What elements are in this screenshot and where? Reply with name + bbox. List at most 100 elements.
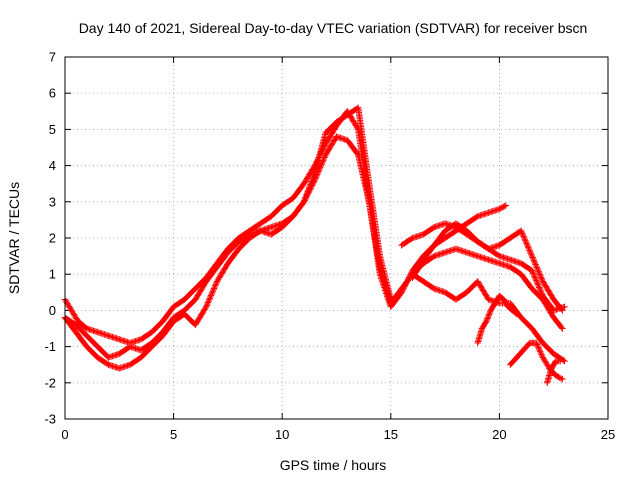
- data-point: [474, 339, 481, 347]
- data-point: [68, 307, 75, 314]
- marker-band: [138, 344, 154, 360]
- series-track-g: [474, 292, 520, 347]
- marker-band: [301, 171, 318, 204]
- data-point: [431, 223, 438, 231]
- data-point: [431, 252, 438, 260]
- marker-band: [399, 235, 415, 248]
- x-tick-label: 15: [384, 427, 398, 442]
- data-point: [528, 285, 536, 292]
- marker-band: [139, 329, 154, 342]
- data-point: [507, 361, 514, 368]
- data-point: [137, 354, 145, 361]
- marker-band: [269, 203, 285, 219]
- data-point: [517, 314, 525, 321]
- marker-band: [510, 308, 519, 317]
- marker-band: [497, 293, 506, 302]
- data-point: [463, 249, 471, 256]
- marker-band: [95, 355, 111, 368]
- marker-band: [280, 195, 296, 208]
- data-point: [441, 289, 449, 296]
- marker-band: [549, 359, 559, 371]
- y-tick-label: -1: [44, 339, 56, 354]
- data-point: [268, 223, 275, 231]
- data-point: [507, 263, 514, 271]
- data-point: [116, 365, 123, 372]
- marker-band: [149, 333, 165, 349]
- marker-band: [203, 279, 220, 309]
- y-tick-label: -2: [44, 375, 56, 390]
- data-point: [528, 325, 536, 332]
- marker-band: [475, 279, 491, 302]
- marker-band: [69, 308, 81, 324]
- data-point: [74, 318, 82, 325]
- marker-band: [514, 348, 526, 360]
- data-point: [463, 289, 471, 296]
- marker-band: [280, 214, 296, 230]
- marker-band: [160, 315, 176, 335]
- data-point: [502, 202, 510, 209]
- marker-band: [139, 340, 154, 353]
- marker-band: [323, 134, 339, 157]
- marker-band: [323, 120, 339, 136]
- data-point: [344, 137, 351, 144]
- data-point: [376, 252, 384, 260]
- data-point: [485, 209, 492, 216]
- data-point: [528, 267, 536, 274]
- data-point: [72, 328, 80, 336]
- data-point: [526, 339, 534, 347]
- x-axis-label: GPS time / hours: [280, 457, 387, 473]
- data-point: [344, 111, 351, 119]
- marker-band: [203, 264, 220, 284]
- data-point: [279, 223, 286, 231]
- data-point: [517, 260, 525, 267]
- data-point: [235, 245, 242, 253]
- data-point: [105, 354, 112, 361]
- data-point: [441, 234, 449, 242]
- y-tick-labels: -3 -2 -1 0 1 2 3 4 5 6 7: [44, 50, 56, 427]
- series-track-b: [61, 133, 566, 372]
- data-point: [105, 361, 112, 368]
- marker-band: [519, 315, 535, 331]
- data-point: [300, 198, 308, 205]
- data-point: [463, 227, 471, 234]
- data-point: [474, 252, 481, 260]
- data-point: [557, 357, 564, 365]
- data-point: [333, 133, 340, 140]
- marker-band: [518, 228, 535, 258]
- y-tick-label: 3: [49, 194, 56, 209]
- marker-band: [73, 330, 90, 349]
- marker-band: [225, 239, 241, 255]
- marker-band: [323, 123, 339, 146]
- data-point: [289, 213, 297, 220]
- data-point: [365, 180, 373, 187]
- marker-band: [63, 315, 78, 328]
- marker-band: [483, 308, 494, 324]
- data-point: [539, 354, 547, 361]
- data-point: [355, 151, 362, 158]
- marker-band: [225, 235, 241, 251]
- data-point: [507, 234, 514, 242]
- marker-band: [497, 202, 508, 212]
- series-track-c: [61, 104, 394, 361]
- marker-band: [192, 304, 209, 327]
- data-point: [496, 252, 503, 260]
- data-point: [94, 343, 101, 350]
- marker-band: [95, 344, 111, 360]
- data-point: [496, 260, 503, 267]
- data-point: [487, 307, 494, 314]
- data-point: [268, 213, 275, 220]
- data-point: [507, 256, 514, 263]
- data-point: [474, 213, 481, 220]
- data-point: [420, 256, 427, 263]
- marker-band: [501, 297, 511, 309]
- data-point: [517, 227, 525, 234]
- data-point: [478, 325, 486, 332]
- y-tick-label: 6: [49, 86, 56, 101]
- data-point: [539, 339, 547, 347]
- data-point: [94, 328, 101, 336]
- marker-band: [551, 351, 567, 364]
- plot-frame: [64, 56, 609, 420]
- data-point: [159, 318, 166, 325]
- data-point: [387, 296, 394, 303]
- data-point: [513, 310, 520, 318]
